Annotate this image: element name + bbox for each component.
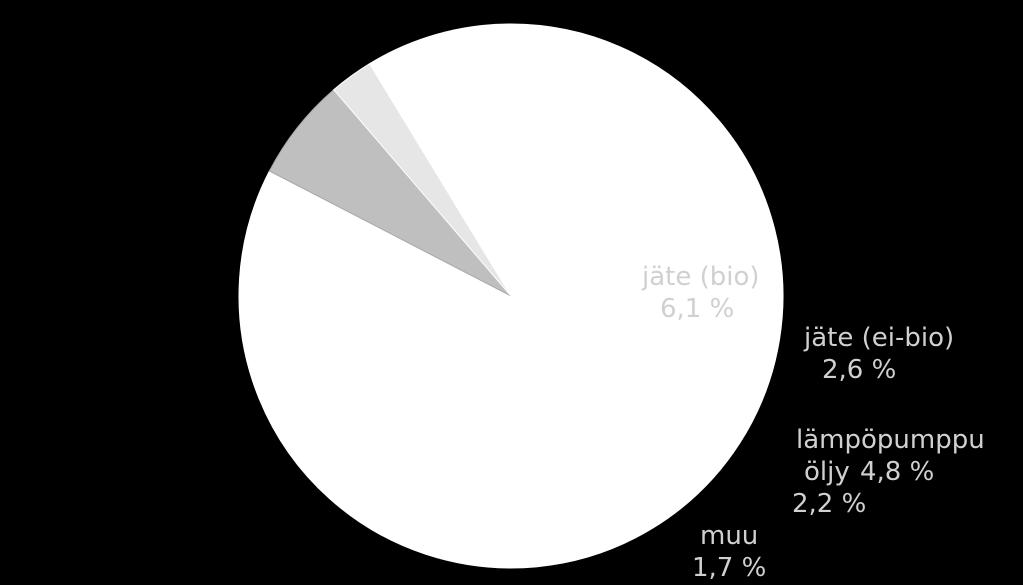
slice-pct-oljy: 2,2 % bbox=[792, 488, 866, 521]
pie-chart bbox=[0, 0, 1023, 585]
chart-stage: jäte (bio) 6,1 % jäte (ei-bio) 2,6 % läm… bbox=[0, 0, 1023, 585]
slice-pct-jate-bio: 6,1 % bbox=[660, 293, 734, 326]
slice-label-muu: muu bbox=[700, 520, 758, 553]
slice-label-jate-ei-bio: jäte (ei-bio) bbox=[804, 322, 954, 355]
slice-label-jate-bio: jäte (bio) bbox=[642, 261, 760, 294]
slice-pct-muu: 1,7 % bbox=[692, 552, 766, 585]
slice-pct-jate-ei-bio: 2,6 % bbox=[822, 354, 896, 387]
slice-label-oljy: öljy bbox=[804, 456, 850, 489]
slice-pct-lampopumppu: 4,8 % bbox=[860, 456, 934, 489]
slice-label-lampopumppu: lämpöpumppu bbox=[796, 424, 985, 457]
